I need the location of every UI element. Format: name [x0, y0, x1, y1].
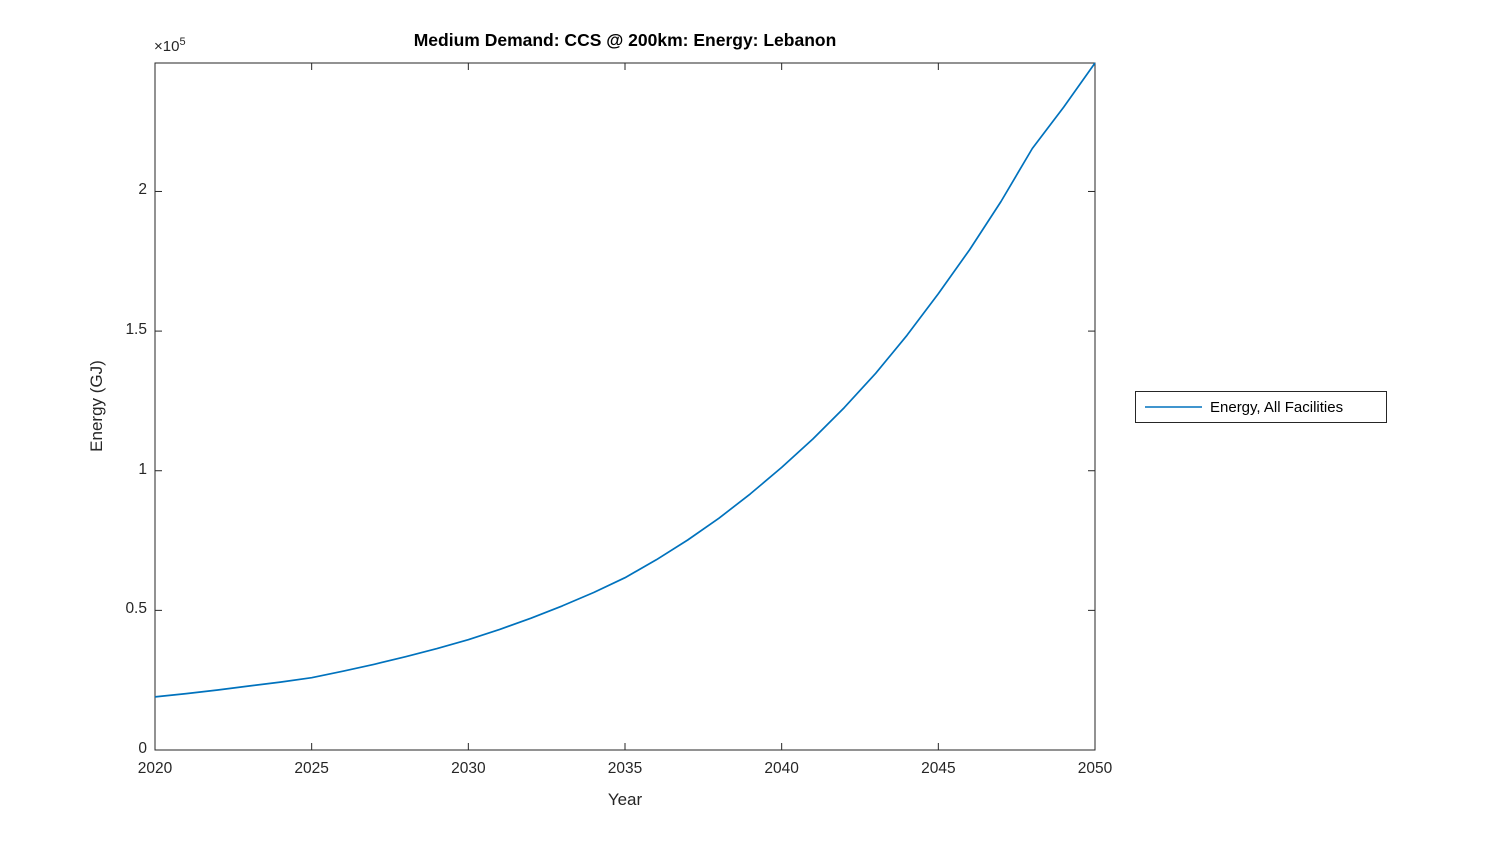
y-tick-label: 0 — [138, 740, 147, 757]
energy-series-line — [154, 62, 1096, 698]
chart-title: Medium Demand: CCS @ 200km: Energy: Leba… — [413, 30, 837, 50]
legend-entry-label: Energy, All Facilities — [1210, 398, 1344, 416]
x-axis-label: Year — [607, 790, 643, 809]
y-axis-exponent: ×105 — [154, 36, 186, 55]
y-axis-label: Energy (GJ) — [87, 360, 106, 452]
x-tick-label: 2030 — [451, 760, 486, 777]
x-tick-label: 2025 — [294, 760, 329, 777]
y-tick-label: 1 — [138, 460, 147, 478]
axes-box — [154, 62, 1096, 751]
y-axis-exponent-base: ×10 — [154, 38, 180, 55]
y-axis-exponent-power: 5 — [179, 36, 186, 48]
y-tick-label: 1.5 — [125, 321, 147, 339]
x-tick-label: 2045 — [921, 760, 956, 777]
x-tick-label: 2035 — [607, 760, 643, 777]
y-tick-label: 2 — [138, 181, 147, 199]
x-tick-label: 2020 — [137, 760, 173, 777]
legend: Energy, All Facilities — [1135, 391, 1387, 423]
legend-line-sample — [1145, 406, 1202, 408]
x-tick-label: 2050 — [1077, 760, 1113, 777]
y-tick-label: 0.5 — [125, 600, 147, 618]
x-tick-label: 2040 — [764, 760, 799, 777]
